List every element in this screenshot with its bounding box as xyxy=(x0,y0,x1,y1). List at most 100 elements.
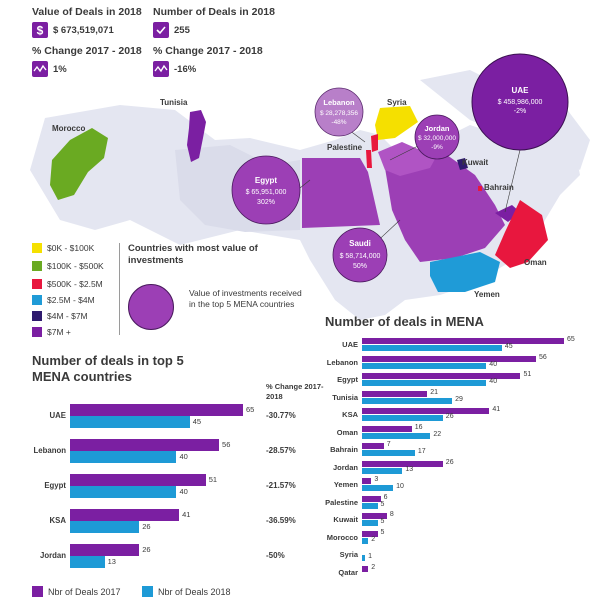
bottom-legend-2018: Nbr of Deals 2018 xyxy=(142,586,231,597)
bar-value-2017: 26 xyxy=(142,545,151,554)
bar-value-2017: 21 xyxy=(430,388,439,396)
map-legend-item: $500K - $2.5M xyxy=(32,279,103,289)
bubble-name: Egypt xyxy=(255,176,278,185)
bar-value-2018: 10 xyxy=(396,483,404,490)
bubble-change: -2% xyxy=(514,108,526,115)
bubble-value: $ 58,714,000 xyxy=(340,253,381,260)
bar-category-label: Jordan xyxy=(332,462,358,472)
bubble-value: $ 65,951,000 xyxy=(246,189,287,196)
bubble-value: $ 28,278,356 xyxy=(320,110,358,117)
legend-label: $7M + xyxy=(47,327,71,337)
bar-category-label: Kuwait xyxy=(333,515,358,524)
bubble-change: 302% xyxy=(257,199,275,206)
dollar-icon: $ xyxy=(32,22,48,38)
kpi-change-value: % Change 2017 - 2018 1% xyxy=(32,45,142,77)
bar-2018 xyxy=(362,432,431,439)
bar-2017 xyxy=(70,509,180,521)
bar-value-2018: 2 xyxy=(371,535,376,543)
bar-2018 xyxy=(70,556,105,568)
bar-2018 xyxy=(362,415,443,421)
legend-bubble-note: Value of investments received in the top… xyxy=(189,288,302,309)
bar-2017 xyxy=(362,495,381,502)
bar-2018 xyxy=(362,362,487,369)
trend-line-icon xyxy=(32,61,48,77)
chart-mena-title: Number of deals in MENA xyxy=(325,314,484,329)
map-country-saudi xyxy=(385,150,505,262)
bar-category-label: Qatar xyxy=(338,567,358,577)
bar-value-2018: 40 xyxy=(489,378,498,385)
map-label-morocco: Morocco xyxy=(52,124,86,133)
legend-label: Nbr of Deals 2018 xyxy=(158,586,231,597)
bar-2017 xyxy=(362,373,521,379)
bar-value-2017: 7 xyxy=(386,441,391,448)
bar-category-label: Jordan xyxy=(40,551,66,560)
bubble-value: $ 32,000,000 xyxy=(418,135,456,142)
legend-label: $4M - $7M xyxy=(47,311,88,321)
bar-2018 xyxy=(362,397,453,404)
map-label-oman: Oman xyxy=(524,258,547,267)
bar-value-2017: 8 xyxy=(389,511,394,518)
map-legend-item: $0K - $100K xyxy=(32,243,94,253)
bar-category-label: Egypt xyxy=(44,481,66,490)
bar-value-2017: 65 xyxy=(246,405,255,414)
pct-change-value: -21.57% xyxy=(266,481,296,490)
legend-label: $100K - $500K xyxy=(47,261,104,271)
legend-label: $500K - $2.5M xyxy=(47,279,103,289)
bar-2017 xyxy=(70,404,243,416)
map-label-kuwait: Kuwait xyxy=(462,158,489,167)
legend-label: Nbr of Deals 2017 xyxy=(48,586,121,597)
legend-swatch xyxy=(32,261,42,271)
map-country-yemen xyxy=(430,252,500,292)
trend-line-icon xyxy=(153,61,169,77)
bar-value-2018: 40 xyxy=(489,360,498,368)
bar-value-2018: 40 xyxy=(179,487,188,496)
bar-value-2017: 41 xyxy=(492,406,501,413)
legend-title: Countries with most value of investments xyxy=(128,243,258,266)
map-country-bahrain xyxy=(478,186,482,191)
bubble-change: -9% xyxy=(431,144,443,151)
kpi-value: -16% xyxy=(174,63,197,75)
bar-value-2018: 45 xyxy=(192,417,202,426)
kpi-value: 255 xyxy=(174,24,190,36)
bar-2017 xyxy=(362,390,428,397)
map-country-egypt xyxy=(302,158,380,228)
bar-2018 xyxy=(70,486,177,498)
bar-2018 xyxy=(362,485,394,491)
connector-egypt xyxy=(299,179,311,189)
legend-divider xyxy=(119,243,120,335)
kpi-number-of-deals: Number of Deals in 2018 255 xyxy=(153,6,275,38)
map-legend-item: $4M - $7M xyxy=(32,311,88,321)
bar-2017 xyxy=(362,408,490,414)
bar-2018 xyxy=(70,451,177,463)
bar-2018 xyxy=(70,416,190,428)
bar-category-label: Morocco xyxy=(326,532,358,542)
map-legend-item: $7M + xyxy=(32,327,71,337)
bar-2018 xyxy=(362,345,502,351)
bar-value-2018: 26 xyxy=(142,522,151,531)
bubble-name: Jordan xyxy=(424,124,449,133)
connector-jordan xyxy=(389,144,421,161)
bar-value-2018: 5 xyxy=(380,500,385,508)
bubble-name: UAE xyxy=(512,86,530,95)
legend-swatch xyxy=(32,243,42,253)
bar-value-2017: 41 xyxy=(182,510,191,519)
bar-category-label: Yemen xyxy=(333,480,358,489)
legend-swatch xyxy=(32,586,43,597)
map-country-uae xyxy=(495,205,520,222)
chart-top5-title: Number of deals in top 5 MENA countries xyxy=(32,353,184,384)
check-icon xyxy=(153,22,169,38)
pct-change-value: -36.59% xyxy=(266,516,296,525)
kpi-title: Number of Deals in 2018 xyxy=(153,6,275,18)
bar-value-2018: 45 xyxy=(504,343,513,350)
bar-value-2017: 26 xyxy=(445,458,454,466)
bar-value-2017: 16 xyxy=(414,423,423,431)
legend-label: $0K - $100K xyxy=(47,243,95,253)
bar-value-2017: 2 xyxy=(371,563,376,571)
bar-value-2017: 65 xyxy=(567,336,575,343)
bar-category-label: Lebanon xyxy=(326,357,358,367)
bar-value-2018: 5 xyxy=(380,518,385,525)
legend-label: $2.5M - $4M xyxy=(47,295,95,305)
map-label-palestine: Palestine xyxy=(327,143,363,152)
kpi-change-number: % Change 2017 - 2018 -16% xyxy=(153,45,263,77)
bubble-change: -48% xyxy=(331,119,346,126)
